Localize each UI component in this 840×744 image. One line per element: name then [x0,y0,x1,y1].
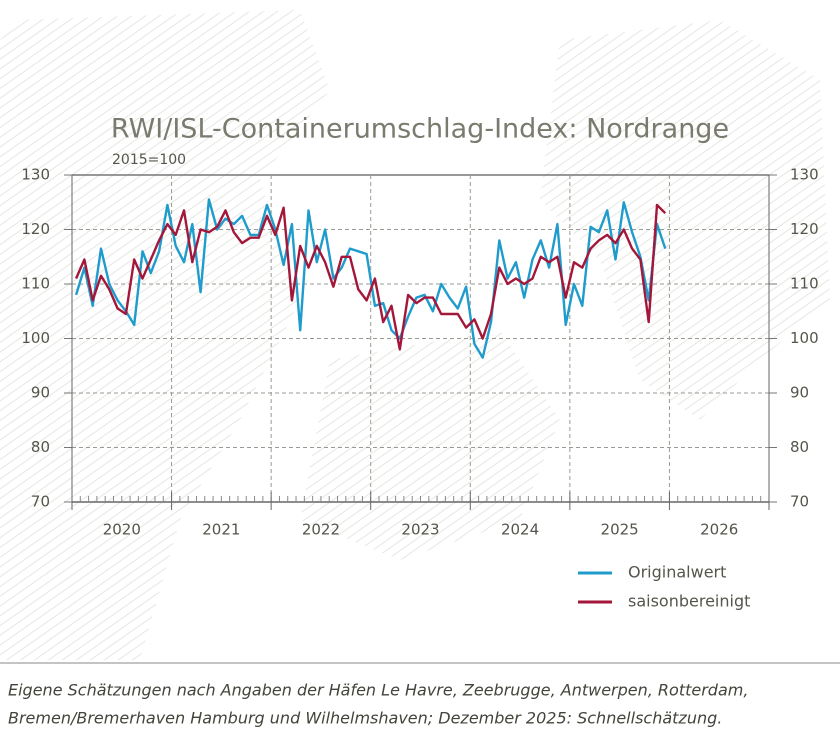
series-line [74,198,667,359]
y-tick-label: 110 [21,275,50,293]
y2-tick-label: 110 [790,275,819,293]
footnote: Bremen/Bremerhaven Hamburg und Wilhelmsh… [8,709,722,728]
chart-subtitle: 2015=100 [112,152,186,168]
y2-tick-label: 90 [790,384,809,402]
y2-tick-label: 120 [790,220,819,238]
x-tick-label: 2022 [302,521,340,539]
y-tick-label: 120 [21,220,50,238]
plot-area: 70 70 80 80 90 90 100 100 110 110 120 120 130 130 2020… [21,166,818,611]
y-tick-label: 100 [21,329,50,347]
footnote: Eigene Schätzungen nach Angaben der Häfe… [8,681,748,700]
y2-tick-label: 80 [790,438,809,456]
x-tick-label: 2023 [401,521,439,539]
x-tick-label: 2024 [501,521,539,539]
y-tick-label: 90 [31,384,50,402]
y-tick-label: 130 [21,166,50,184]
y-tick-label: 80 [31,438,50,456]
x-tick-label: 2026 [700,521,738,539]
y2-tick-label: 130 [790,166,819,184]
legend-label: saisonbereinigt [628,592,750,611]
y2-tick-label: 100 [790,329,819,347]
y2-tick-label: 70 [790,493,809,511]
series-line [75,203,667,351]
x-tick-label: 2020 [103,521,141,539]
legend-label: Originalwert [628,563,726,582]
y-tick-label: 70 [31,493,50,511]
x-tick-label: 2021 [202,521,240,539]
x-tick-label: 2025 [601,521,639,539]
chart-title: RWI/ISL-Containerumschlag-Index: Nordran… [111,114,729,145]
